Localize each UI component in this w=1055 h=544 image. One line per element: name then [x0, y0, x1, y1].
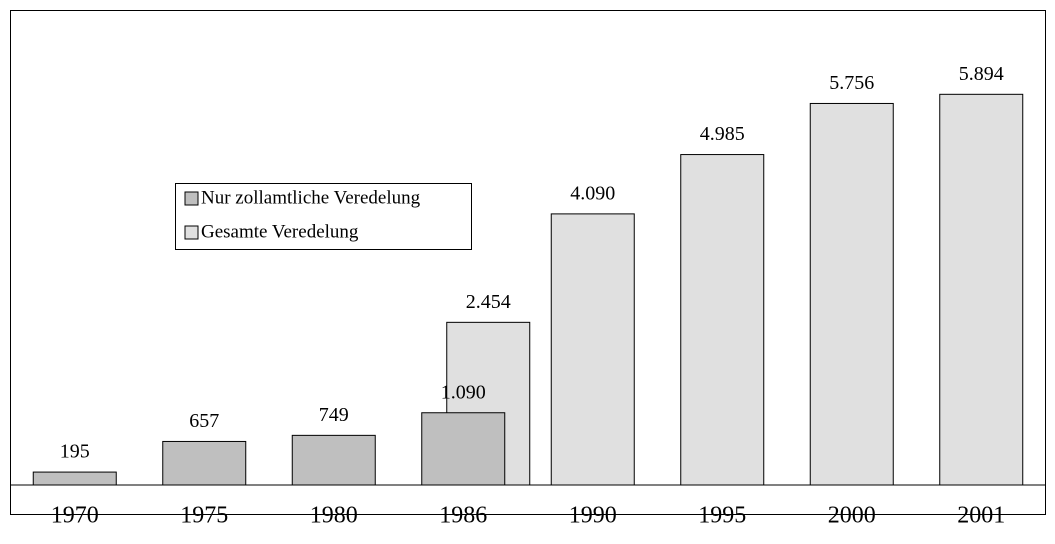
legend-swatch — [184, 191, 199, 206]
x-tick-label: 1970 — [51, 503, 99, 529]
bar — [550, 213, 635, 486]
data-label: 4.090 — [570, 182, 615, 204]
x-tick-label: 1986 — [439, 503, 487, 529]
bar — [421, 412, 506, 486]
bar — [32, 471, 117, 486]
x-tick-label: 2000 — [828, 503, 876, 529]
data-label: 657 — [189, 410, 219, 432]
bar — [291, 434, 376, 486]
data-label: 5.756 — [829, 72, 874, 94]
bar — [939, 93, 1024, 486]
data-label: 2.454 — [466, 291, 511, 313]
x-tick-label: 1995 — [698, 503, 746, 529]
data-label: 5.894 — [959, 63, 1004, 85]
x-tick-label: 1975 — [180, 503, 228, 529]
data-label: 4.985 — [700, 123, 745, 145]
bar — [162, 440, 247, 486]
data-label: 749 — [319, 404, 349, 426]
bar — [680, 154, 765, 486]
bar — [809, 102, 894, 486]
data-label: 195 — [60, 441, 90, 463]
legend-label: Nur zollamtliche Veredelung — [201, 187, 421, 208]
legend-box — [175, 183, 472, 250]
x-tick-label: 2001 — [957, 503, 1005, 529]
legend-label: Gesamte Veredelung — [201, 221, 359, 242]
legend-swatch — [184, 225, 199, 240]
data-label: 1.090 — [441, 381, 486, 403]
x-tick-label: 1980 — [310, 503, 358, 529]
x-tick-label: 1990 — [569, 503, 617, 529]
